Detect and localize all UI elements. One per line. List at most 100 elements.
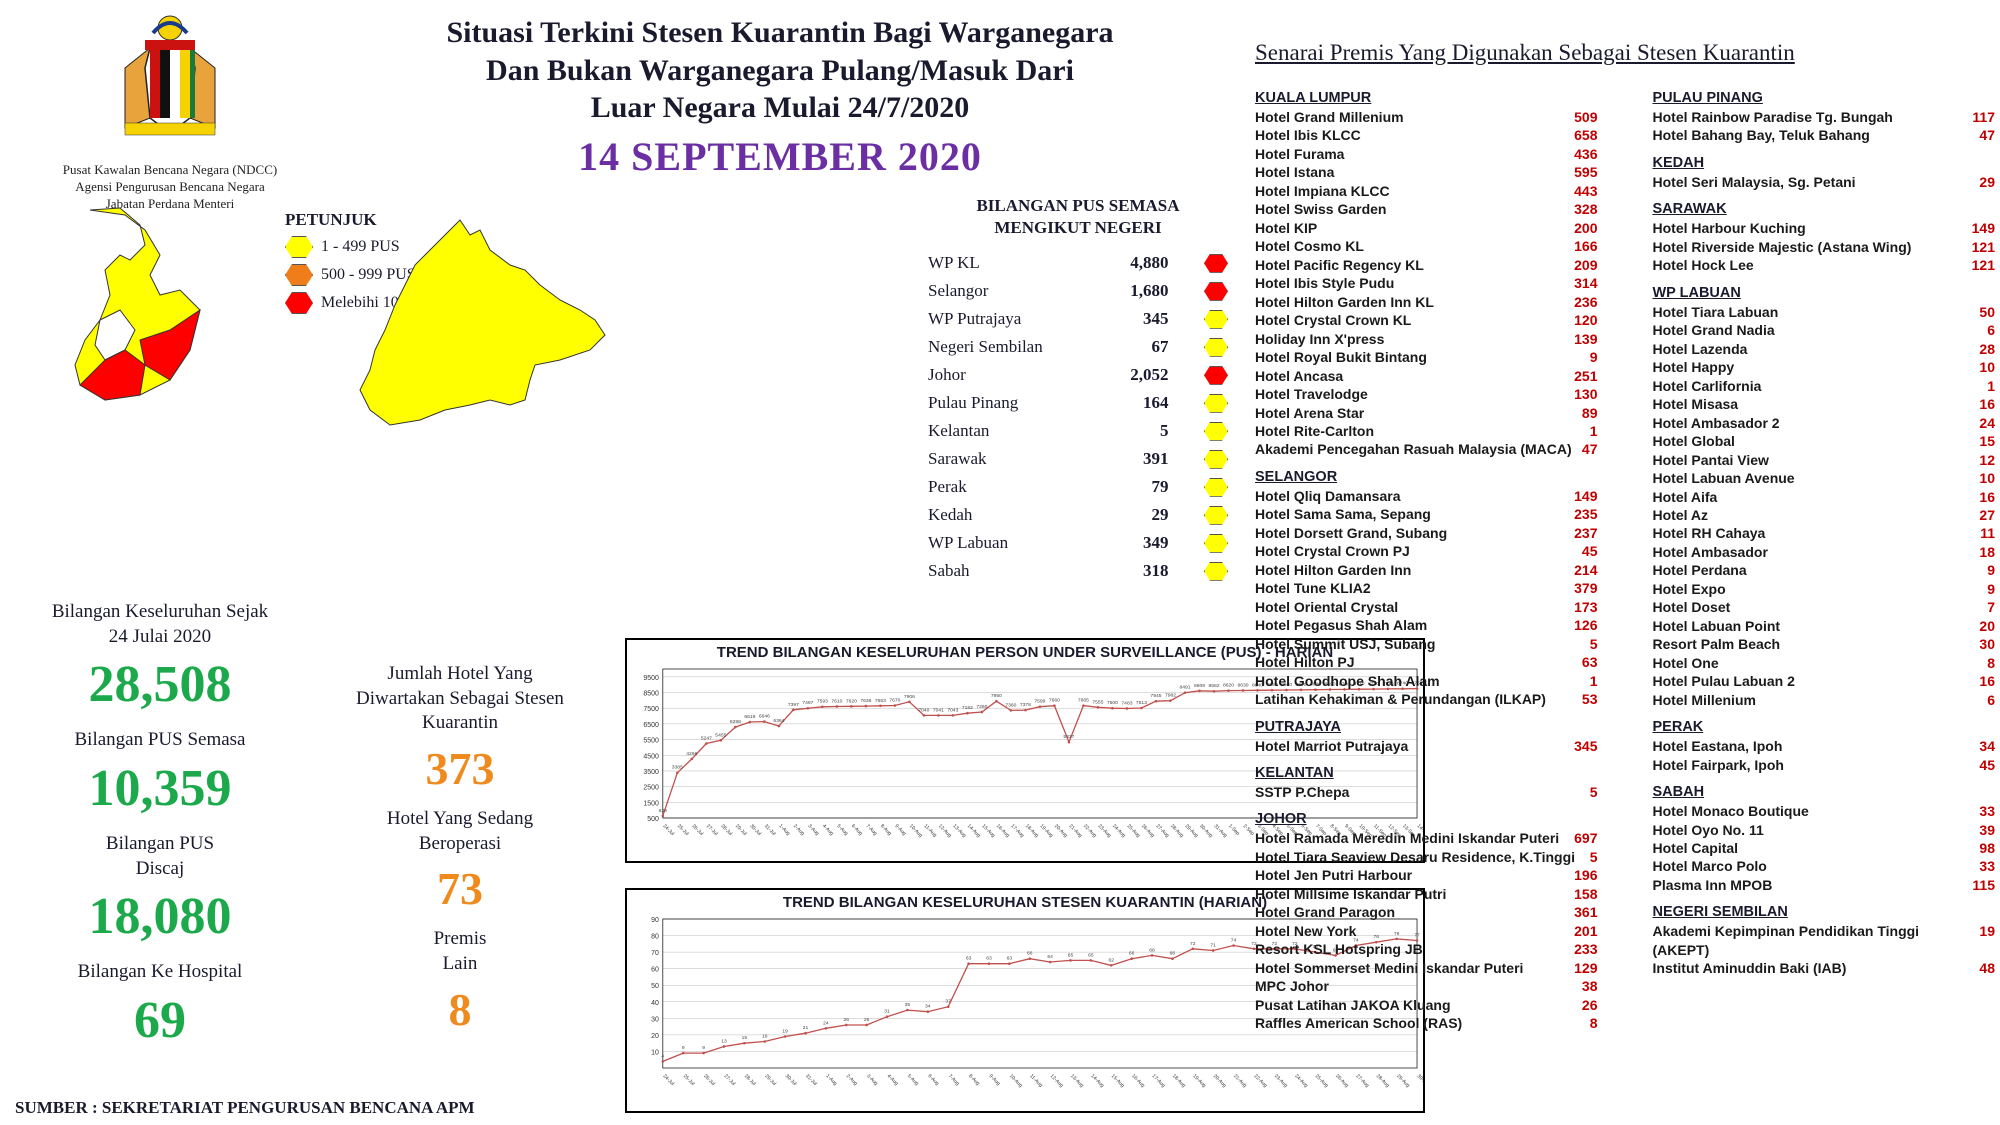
svg-text:68: 68	[1149, 947, 1155, 953]
left-stat-1: Bilangan PUS Semasa 10,359	[15, 728, 305, 818]
svg-text:3500: 3500	[643, 769, 659, 776]
svg-text:8500: 8500	[643, 691, 659, 698]
premis-row: Hotel One 8	[1653, 654, 1996, 672]
svg-text:6619: 6619	[744, 714, 755, 720]
premis-row: Hotel Millsime Iskandar Putri 158	[1255, 885, 1598, 903]
svg-text:74: 74	[1231, 937, 1237, 943]
svg-text:25-Jul: 25-Jul	[682, 1073, 696, 1087]
svg-text:40: 40	[651, 1000, 659, 1007]
mid-stat-2: Premis Lain 8	[320, 927, 600, 1035]
svg-text:500: 500	[647, 816, 659, 823]
pus-state-row-negeri-sembilan: Negeri Sembilan 67	[928, 333, 1228, 361]
mid-stat-1: Hotel Yang Sedang Beroperasi 73	[320, 807, 600, 915]
svg-text:30: 30	[651, 1016, 659, 1023]
svg-text:24: 24	[823, 1020, 829, 1026]
svg-text:7665: 7665	[1078, 698, 1089, 704]
premis-row: Hotel Impiana KLCC 443	[1255, 182, 1598, 200]
svg-text:17-Aug: 17-Aug	[1151, 1073, 1167, 1089]
premis-row: Resort Palm Beach 30	[1653, 635, 1996, 653]
svg-text:9: 9	[702, 1045, 705, 1051]
premis-row: Hotel Dorsett Grand, Subang 237	[1255, 524, 1598, 542]
svg-text:7500: 7500	[643, 706, 659, 713]
premis-row: Hotel Az 27	[1653, 506, 1996, 524]
premis-row: Akademi Kepimpinan Pendidikan Tinggi (AK…	[1653, 922, 1996, 959]
svg-text:8630: 8630	[1237, 682, 1248, 688]
svg-text:27-Jul: 27-Jul	[723, 1073, 737, 1087]
premis-row: Hotel Eastana, Ipoh 34	[1653, 737, 1996, 755]
premis-row: Hotel Tune KLIA2 379	[1255, 579, 1598, 597]
svg-text:50: 50	[651, 983, 659, 990]
svg-text:10-Aug: 10-Aug	[1008, 1073, 1024, 1089]
svg-text:21: 21	[803, 1025, 809, 1031]
svg-text:31: 31	[884, 1009, 890, 1015]
svg-text:3-Aug: 3-Aug	[865, 1073, 879, 1087]
premis-row: Hotel Rainbow Paradise Tg. Bungah 117	[1653, 108, 1996, 126]
premis-row: Hotel Arena Star 89	[1255, 404, 1598, 422]
premis-row: Hotel Misasa 16	[1653, 395, 1996, 413]
premis-row: Hotel Crystal Crown PJ 45	[1255, 542, 1598, 560]
pus-hex-icon	[1204, 338, 1228, 357]
pus-state-rows: WP KL 4,880 Selangor 1,680 WP Putrajaya …	[928, 249, 1228, 585]
svg-text:19-Aug: 19-Aug	[1191, 1073, 1207, 1089]
premis-row: Hotel Aifa 16	[1653, 488, 1996, 506]
premis-row: Hotel Rite-Carlton 1	[1255, 422, 1598, 440]
premis-row: Hotel Labuan Avenue 10	[1653, 469, 1996, 487]
pus-hex-icon	[1204, 562, 1228, 581]
svg-text:26-Jul: 26-Jul	[690, 823, 704, 837]
left-summary-stats: Bilangan Keseluruhan Sejak 24 Julai 2020 …	[15, 600, 305, 1064]
premis-row: Institut Aminuddin Baki (IAB) 48	[1653, 959, 1996, 977]
svg-text:4266: 4266	[686, 751, 697, 757]
svg-text:3385: 3385	[672, 765, 683, 771]
svg-text:65: 65	[1068, 952, 1074, 958]
svg-text:60: 60	[651, 967, 659, 974]
premis-row: Hotel Travelodge 130	[1255, 385, 1598, 403]
premis-row: Hotel Pantai View 12	[1653, 451, 1996, 469]
premis-row: Hotel Summit USJ, Subang 5	[1255, 635, 1598, 653]
premis-row: Plasma Inn MPOB 115	[1653, 876, 1996, 894]
svg-text:30-Jul: 30-Jul	[784, 1073, 798, 1087]
premis-row: Hotel Fairpark, Ipoh 45	[1653, 756, 1996, 774]
svg-text:7950: 7950	[991, 693, 1002, 699]
mid-stat-0: Jumlah Hotel Yang Diwartakan Sebagai Stes…	[320, 662, 600, 795]
peninsular-map-small	[50, 200, 280, 410]
svg-text:28-Aug: 28-Aug	[1169, 823, 1185, 839]
svg-text:7043: 7043	[947, 707, 958, 713]
svg-text:7483: 7483	[1121, 700, 1132, 706]
svg-text:20: 20	[651, 1033, 659, 1040]
svg-text:9500: 9500	[643, 675, 659, 682]
premis-row: Hotel RH Cahaya 11	[1653, 524, 1996, 542]
svg-text:5500: 5500	[643, 738, 659, 745]
svg-text:35: 35	[905, 1002, 911, 1008]
svg-text:70: 70	[651, 950, 659, 957]
premis-row: Holiday Inn X'press 139	[1255, 330, 1598, 348]
left-stat-3: Bilangan Ke Hospital 69	[15, 960, 305, 1050]
svg-text:7555: 7555	[1092, 699, 1103, 705]
premis-row: Hotel Global 15	[1653, 432, 1996, 450]
svg-text:8-Aug: 8-Aug	[967, 1073, 981, 1087]
svg-text:1-Aug: 1-Aug	[777, 823, 791, 837]
svg-text:15-Aug: 15-Aug	[980, 823, 996, 839]
header-crest-block: Pusat Kawalan Bencana Negara (NDCC) Agen…	[55, 8, 285, 213]
premis-row: Hotel Perdana 9	[1653, 561, 1996, 579]
svg-text:63: 63	[966, 956, 972, 962]
premis-row: Hotel Furama 436	[1255, 145, 1598, 163]
svg-text:6-Aug: 6-Aug	[926, 1073, 940, 1087]
premis-row: Hotel Cosmo KL 166	[1255, 237, 1598, 255]
pus-hex-icon	[1204, 366, 1228, 385]
svg-text:6-Aug: 6-Aug	[850, 823, 864, 837]
svg-text:7599: 7599	[1034, 699, 1045, 705]
svg-text:62: 62	[1109, 957, 1115, 963]
premis-row: Hotel Grand Millenium 509	[1255, 108, 1598, 126]
left-stat-2: Bilangan PUS Discaj 18,080	[15, 832, 305, 946]
svg-text:26: 26	[844, 1017, 850, 1023]
svg-text:2-Aug: 2-Aug	[792, 823, 806, 837]
svg-text:28-Jul: 28-Jul	[719, 823, 733, 837]
pus-hex-icon	[1204, 422, 1228, 441]
svg-text:6364: 6364	[773, 718, 784, 724]
svg-text:6646: 6646	[759, 714, 770, 720]
premis-row: Hotel Tiara Labuan 50	[1653, 303, 1996, 321]
svg-text:27-Jul: 27-Jul	[705, 823, 719, 837]
svg-text:14-Aug: 14-Aug	[966, 823, 982, 839]
svg-text:7040: 7040	[918, 707, 929, 713]
svg-text:8-Aug: 8-Aug	[879, 823, 893, 837]
